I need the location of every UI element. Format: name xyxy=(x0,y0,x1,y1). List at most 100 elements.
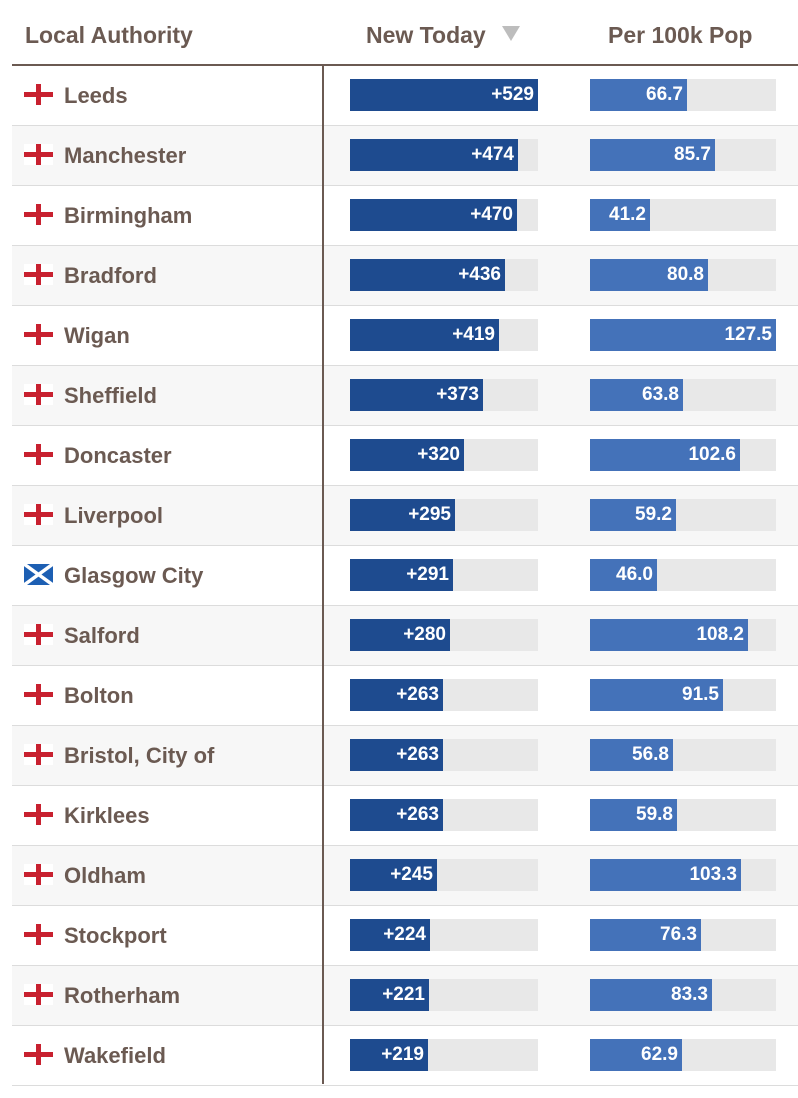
england-flag-icon xyxy=(24,684,53,705)
per-100k-value: 59.2 xyxy=(635,504,672,525)
new-today-bar: +295 xyxy=(350,499,455,531)
england-flag-icon xyxy=(24,504,53,525)
per-100k-bar: 91.5 xyxy=(590,679,723,711)
per-100k-bar-track: 59.8 xyxy=(590,799,776,831)
scotland-flag-icon xyxy=(22,562,55,587)
per-100k-bar: 66.7 xyxy=(590,79,687,111)
new-today-value: +263 xyxy=(396,684,439,705)
header-local-authority[interactable]: Local Authority xyxy=(25,22,193,48)
header-divider xyxy=(12,64,798,66)
per-100k-value: 66.7 xyxy=(646,84,683,105)
header-new-today[interactable]: New Today xyxy=(366,22,486,48)
new-today-bar-track: +529 xyxy=(350,79,538,111)
england-flag-icon xyxy=(24,984,53,1005)
new-today-bar: +291 xyxy=(350,559,453,591)
per-100k-bar: 83.3 xyxy=(590,979,712,1011)
sort-descending-icon[interactable] xyxy=(502,26,520,41)
authority-name: Leeds xyxy=(64,83,128,108)
per-100k-bar-track: 46.0 xyxy=(590,559,776,591)
table-row: Wakefield +219 62.9 xyxy=(12,1026,798,1086)
per-100k-bar: 56.8 xyxy=(590,739,673,771)
new-today-bar: +263 xyxy=(350,799,443,831)
header-per-100k[interactable]: Per 100k Pop xyxy=(608,22,753,48)
per-100k-value: 83.3 xyxy=(671,984,708,1005)
new-today-value: +529 xyxy=(491,84,534,105)
england-flag-icon xyxy=(24,924,53,945)
per-100k-bar: 59.2 xyxy=(590,499,676,531)
new-today-bar: +419 xyxy=(350,319,499,351)
new-today-bar: +373 xyxy=(350,379,483,411)
per-100k-bar: 108.2 xyxy=(590,619,748,651)
per-100k-bar-track: 63.8 xyxy=(590,379,776,411)
authority-name: Doncaster xyxy=(64,443,172,468)
new-today-bar-track: +280 xyxy=(350,619,538,651)
england-flag-icon xyxy=(24,384,53,405)
new-today-bar-track: +263 xyxy=(350,679,538,711)
new-today-bar: +219 xyxy=(350,1039,428,1071)
table-row: Glasgow City +291 46.0 xyxy=(12,546,798,606)
england-flag-icon xyxy=(24,744,53,765)
new-today-bar: +529 xyxy=(350,79,538,111)
new-today-bar: +280 xyxy=(350,619,450,651)
england-flag-icon xyxy=(24,204,53,225)
new-today-bar-track: +474 xyxy=(350,139,538,171)
per-100k-bar: 41.2 xyxy=(590,199,650,231)
authority-name: Manchester xyxy=(64,143,187,168)
england-flag-icon xyxy=(24,864,53,885)
england-flag-icon xyxy=(24,264,53,285)
authority-name: Kirklees xyxy=(64,803,150,828)
new-today-bar-track: +219 xyxy=(350,1039,538,1071)
new-today-value: +245 xyxy=(390,864,433,885)
per-100k-value: 41.2 xyxy=(609,204,646,225)
authority-name: Liverpool xyxy=(64,503,164,528)
table-row: Bolton +263 91.5 xyxy=(12,666,798,726)
authority-name: Stockport xyxy=(64,923,167,948)
new-today-value: +280 xyxy=(403,624,446,645)
new-today-value: +436 xyxy=(458,264,501,285)
table-row: Wigan +419 127.5 xyxy=(12,306,798,366)
new-today-bar-track: +263 xyxy=(350,799,538,831)
per-100k-bar-track: 103.3 xyxy=(590,859,776,891)
england-flag-icon xyxy=(24,324,53,345)
per-100k-bar: 103.3 xyxy=(590,859,741,891)
per-100k-value: 63.8 xyxy=(642,384,679,405)
per-100k-bar-track: 56.8 xyxy=(590,739,776,771)
new-today-value: +470 xyxy=(470,204,513,225)
england-flag-icon xyxy=(24,624,53,645)
new-today-bar-track: +419 xyxy=(350,319,538,351)
england-flag-icon xyxy=(24,444,53,465)
new-today-bar-track: +436 xyxy=(350,259,538,291)
per-100k-bar: 63.8 xyxy=(590,379,683,411)
per-100k-value: 59.8 xyxy=(636,804,673,825)
authority-name: Bolton xyxy=(64,683,134,708)
new-today-value: +263 xyxy=(396,804,439,825)
new-today-value: +221 xyxy=(382,984,425,1005)
authority-name: Bristol, City of xyxy=(64,743,215,768)
per-100k-bar: 76.3 xyxy=(590,919,701,951)
new-today-bar-track: +470 xyxy=(350,199,538,231)
per-100k-bar: 59.8 xyxy=(590,799,677,831)
new-today-value: +419 xyxy=(452,324,495,345)
new-today-bar-track: +295 xyxy=(350,499,538,531)
new-today-bar-track: +320 xyxy=(350,439,538,471)
per-100k-value: 102.6 xyxy=(688,444,736,465)
table-row: Stockport +224 76.3 xyxy=(12,906,798,966)
per-100k-bar-track: 108.2 xyxy=(590,619,776,651)
per-100k-bar: 62.9 xyxy=(590,1039,682,1071)
new-today-bar-track: +263 xyxy=(350,739,538,771)
per-100k-bar-track: 80.8 xyxy=(590,259,776,291)
table-row: Oldham +245 103.3 xyxy=(12,846,798,906)
new-today-bar: +221 xyxy=(350,979,429,1011)
per-100k-value: 62.9 xyxy=(641,1044,678,1065)
authority-name: Oldham xyxy=(64,863,146,888)
table-row: Manchester +474 85.7 xyxy=(12,126,798,186)
per-100k-bar-track: 102.6 xyxy=(590,439,776,471)
new-today-bar: +263 xyxy=(350,679,443,711)
per-100k-bar-track: 83.3 xyxy=(590,979,776,1011)
new-today-bar-track: +373 xyxy=(350,379,538,411)
per-100k-bar-track: 91.5 xyxy=(590,679,776,711)
table-row: Rotherham +221 83.3 xyxy=(12,966,798,1026)
england-flag-icon xyxy=(24,804,53,825)
new-today-value: +295 xyxy=(408,504,451,525)
